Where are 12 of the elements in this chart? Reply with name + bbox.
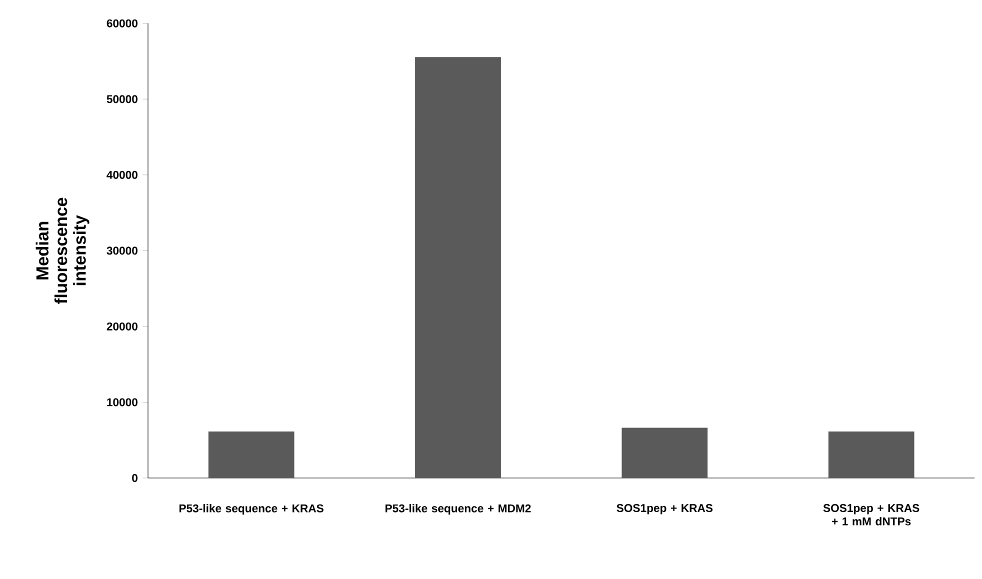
y-tick-label: 0 bbox=[132, 474, 138, 482]
y-tick-label: 60000 bbox=[106, 19, 138, 28]
y-tick-label: 20000 bbox=[106, 322, 138, 330]
y-tick-label: 10000 bbox=[107, 398, 138, 406]
y-tick-label: 30000 bbox=[106, 246, 138, 255]
y-tick-label: 40000 bbox=[106, 170, 138, 179]
x-tick-label: SOS1pep + KRAS bbox=[616, 504, 713, 514]
y-tick-label: 50000 bbox=[106, 95, 138, 104]
x-tick-label: P53-like sequence + KRAS bbox=[179, 504, 324, 515]
x-tick-label: SOS1pep + KRAS + 1 mM dNTPs bbox=[823, 504, 920, 526]
x-tick-label: P53-like sequence + MDM2 bbox=[386, 504, 531, 515]
y-axis-title: Median fluorescence intensity bbox=[36, 198, 90, 304]
